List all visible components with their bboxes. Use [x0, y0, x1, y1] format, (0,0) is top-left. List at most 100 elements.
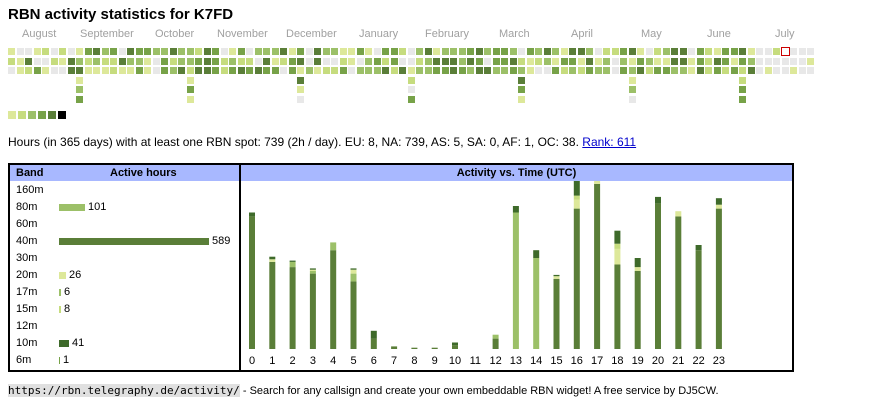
day-cell — [509, 48, 517, 55]
day-cell — [696, 67, 704, 74]
day-cell — [25, 67, 32, 74]
day-cell — [679, 67, 687, 74]
day-cell — [127, 48, 134, 55]
band-hours-value: 8 — [64, 303, 71, 315]
day-cell — [747, 67, 755, 74]
hour-bar-segment — [249, 216, 255, 349]
day-cell — [645, 67, 653, 74]
band-row: 20m 26 — [10, 268, 239, 285]
day-cell — [331, 67, 338, 74]
legend-swatch — [28, 111, 36, 119]
footer-url[interactable]: https://rbn.telegraphy.de/activity/ — [8, 384, 240, 397]
day-cell — [186, 67, 194, 74]
hour-bar-segment — [289, 260, 296, 262]
footer-text: - Search for any callsign and create you… — [239, 385, 719, 397]
day-cell — [756, 67, 763, 74]
band-name: 30m — [16, 252, 38, 264]
hour-tick-label: 3 — [310, 355, 316, 367]
day-cell — [280, 67, 287, 74]
band-row: 40m 589 — [10, 234, 239, 251]
day-cell — [467, 57, 474, 65]
day-cell — [16, 48, 24, 55]
day-cell — [705, 57, 712, 65]
day-cell — [586, 48, 593, 55]
day-cell — [569, 57, 576, 65]
day-cell — [773, 57, 780, 65]
band-panel: Band Active hours 160m 80m 101 60m 40m 589 30m… — [8, 163, 241, 372]
footer: https://rbn.telegraphy.de/activity/ - Se… — [8, 384, 719, 397]
day-cell — [144, 48, 151, 55]
day-cell — [730, 48, 738, 55]
month-label: August — [22, 28, 57, 40]
hour-bar-segment — [634, 271, 641, 349]
band-hours-bar — [59, 289, 61, 296]
day-cell — [790, 48, 797, 55]
day-cell — [356, 57, 364, 65]
day-cell — [433, 57, 440, 65]
hour-bar-segment — [289, 267, 296, 349]
day-cell — [127, 57, 134, 65]
day-cell — [713, 57, 721, 65]
day-cell — [50, 67, 58, 74]
rank-link[interactable]: Rank: 611 — [582, 135, 637, 149]
day-cell — [696, 48, 704, 55]
band-row: 30m — [10, 251, 239, 268]
active-hours-column-header: Active hours — [110, 167, 177, 179]
day-cell — [59, 57, 66, 65]
day-cell — [373, 67, 381, 74]
day-cell — [552, 48, 559, 55]
day-cell — [161, 48, 168, 55]
hour-tick-label: 1 — [269, 355, 275, 367]
hours-summary: Hours (in 365 days) with at least one RB… — [8, 135, 636, 149]
day-cell — [475, 48, 483, 55]
day-cell — [543, 57, 551, 65]
day-cell — [59, 67, 66, 74]
day-cell — [560, 67, 568, 74]
day-cell — [93, 48, 100, 55]
day-cell — [110, 48, 117, 55]
day-cell — [722, 57, 729, 65]
day-cell — [33, 48, 41, 55]
day-cell — [458, 67, 466, 74]
day-cell — [93, 67, 100, 74]
hour-tick-label: 13 — [510, 355, 522, 367]
hour-bar-segment — [553, 278, 560, 349]
day-cell — [101, 57, 109, 65]
day-cell — [76, 86, 83, 93]
hour-bar-segment — [634, 258, 641, 268]
day-cell — [535, 48, 542, 55]
day-cell — [424, 67, 432, 74]
day-cell — [186, 86, 194, 93]
band-name: 12m — [16, 320, 38, 332]
day-cell — [543, 67, 551, 74]
hour-bar-segment — [492, 334, 499, 339]
day-cell — [305, 48, 313, 55]
day-cell — [467, 67, 474, 74]
day-cell — [348, 67, 355, 74]
day-cell — [203, 48, 211, 55]
day-cell — [76, 48, 83, 55]
month-labels: August September October November Decemb… — [0, 28, 870, 42]
day-cell — [288, 48, 296, 55]
legend-swatch — [48, 111, 56, 119]
day-cell — [33, 67, 41, 74]
day-cell — [671, 48, 678, 55]
day-cell — [212, 57, 219, 65]
day-cell — [135, 57, 143, 65]
day-cell — [628, 48, 636, 55]
band-hours-bar — [59, 238, 209, 245]
day-cell — [8, 57, 15, 65]
band-hours-bar — [59, 204, 85, 211]
hour-bar-segment — [431, 347, 438, 349]
day-cell — [331, 48, 338, 55]
day-cell — [390, 67, 398, 74]
day-cell — [407, 95, 415, 103]
hour-bar-segment — [715, 198, 722, 205]
day-cell — [671, 67, 678, 74]
hour-bar-segment — [573, 199, 580, 209]
band-hours-value: 589 — [212, 235, 231, 247]
day-cell — [552, 57, 559, 65]
day-cell — [552, 67, 559, 74]
day-cell — [509, 57, 517, 65]
day-cell — [42, 67, 49, 74]
